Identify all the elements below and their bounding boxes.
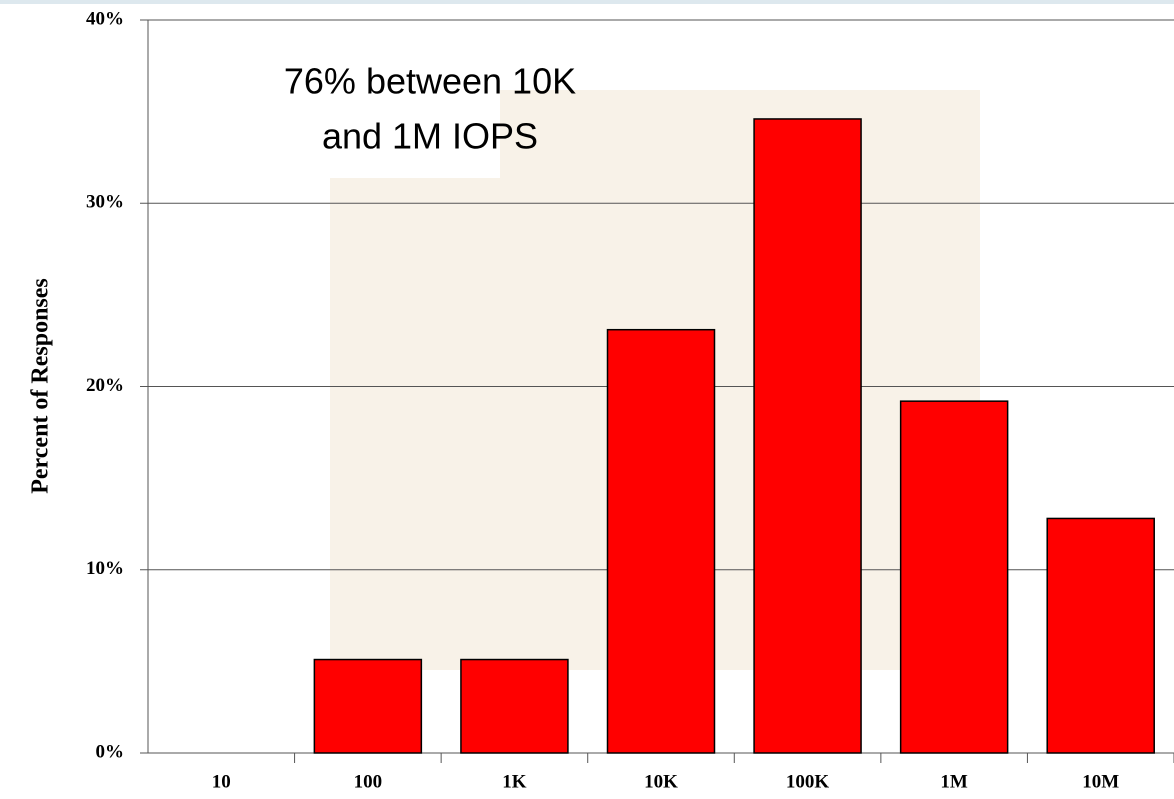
y-tick-label: 40%	[86, 8, 124, 29]
x-tick-label: 10K	[644, 771, 678, 792]
x-tick-label: 10	[212, 771, 231, 792]
bar	[313, 658, 423, 754]
y-axis-label: Percent of Responses	[28, 278, 54, 494]
bar	[606, 328, 716, 754]
x-tick-label: 1M	[940, 771, 968, 792]
bar	[1046, 517, 1155, 754]
top-border	[0, 0, 1174, 4]
x-tick-label: 100K	[786, 771, 830, 792]
bar	[899, 400, 1009, 754]
y-tick-label: 20%	[86, 375, 124, 396]
x-tick-label: 100	[354, 771, 383, 792]
y-tick-label: 30%	[86, 192, 124, 213]
y-tick-label: 10%	[86, 558, 124, 579]
y-tick-label: 0%	[96, 741, 125, 762]
annotation-box	[210, 50, 500, 178]
annotation: 76% between 10K	[284, 61, 576, 102]
bar	[460, 658, 569, 754]
x-tick-label: 1K	[502, 771, 527, 792]
bar	[753, 118, 862, 754]
annotation: and 1M IOPS	[322, 116, 538, 157]
x-tick-label: 10M	[1082, 771, 1119, 792]
